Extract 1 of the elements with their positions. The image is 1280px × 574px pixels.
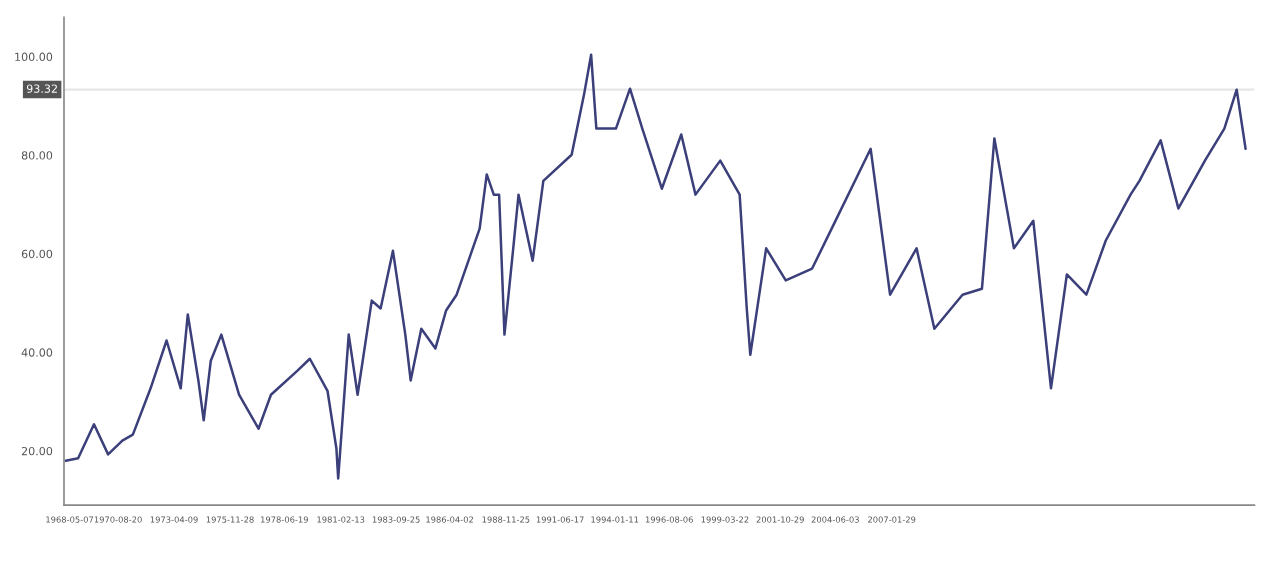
line-series — [64, 53, 1247, 480]
